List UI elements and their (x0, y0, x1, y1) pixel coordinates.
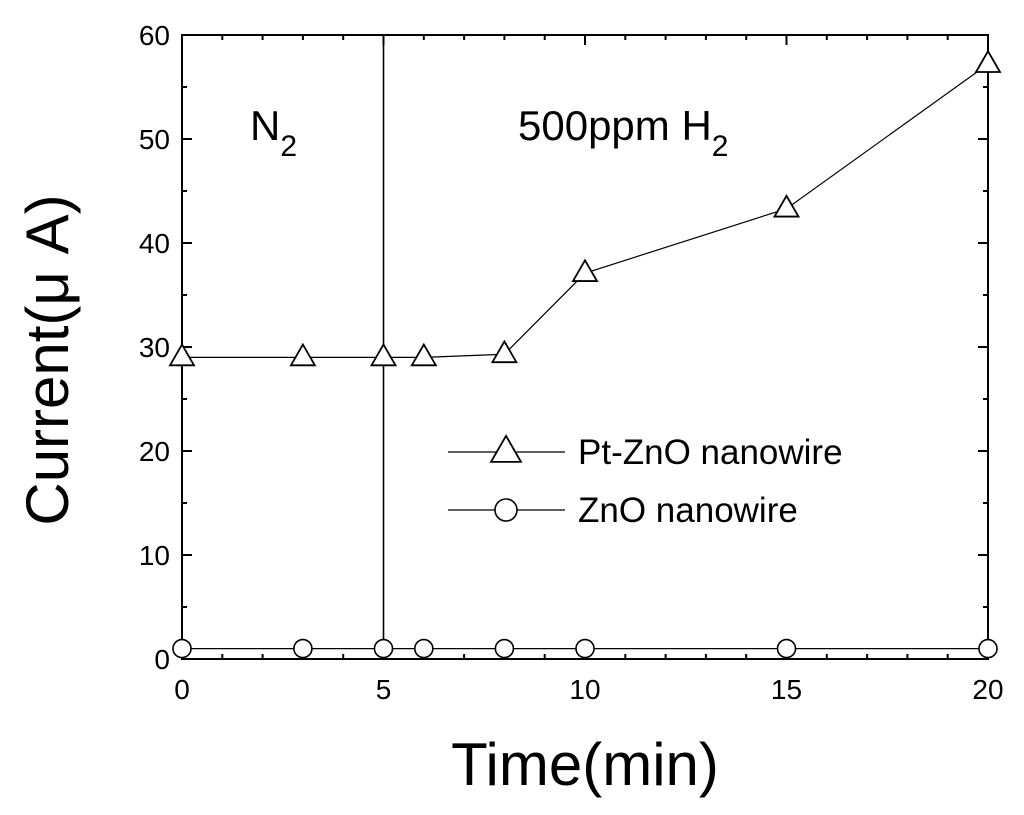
data-point-triangle (571, 258, 599, 282)
data-point-triangle (490, 339, 518, 364)
data-point-circle (494, 638, 515, 659)
y-tick-label: 60 (139, 20, 170, 51)
data-point-triangle (168, 342, 196, 367)
data-point-triangle (772, 193, 801, 218)
annotation-n2: N2 (250, 102, 297, 163)
x-tick-label: 10 (569, 674, 600, 705)
x-tick-label: 5 (376, 674, 392, 705)
data-point-triangle (974, 49, 1002, 73)
data-point-circle (978, 638, 998, 659)
y-tick-label: 20 (139, 436, 170, 467)
data-point-circle (293, 638, 313, 659)
legend-label: Pt-ZnO nanowire (578, 433, 843, 472)
series-pt-zno (168, 49, 1002, 367)
data-point-triangle (410, 342, 438, 367)
y-tick-label: 40 (139, 228, 170, 259)
x-axis-title: Time(min) (451, 731, 719, 798)
x-tick-label: 15 (771, 674, 802, 705)
y-tick-label: 30 (139, 332, 170, 363)
annotation-h2: 500ppm H2 (518, 102, 728, 163)
x-tick-label: 20 (972, 674, 1003, 705)
legend: Pt-ZnO nanowire ZnO nanowire (448, 433, 843, 530)
data-point-circle (373, 638, 394, 659)
series-zno (172, 638, 998, 659)
annotation-n2-base: N (250, 102, 280, 149)
data-point-triangle (289, 342, 317, 367)
tick-labels: 0 5 10 15 20 0 10 20 30 40 50 60 (139, 20, 1004, 705)
y-tick-label: 0 (154, 644, 170, 675)
legend-marker-triangle (489, 434, 523, 463)
y-axis-title: Current(μ A) (14, 194, 81, 525)
annotation-h2-base: 500ppm H (518, 102, 712, 149)
y-tick-label: 50 (139, 124, 170, 155)
legend-label: ZnO nanowire (578, 491, 798, 530)
data-point-triangle (369, 342, 398, 367)
y-tick-label: 10 (139, 540, 170, 571)
series-layer (168, 49, 1002, 659)
series-line (182, 63, 989, 358)
data-point-circle (413, 638, 434, 659)
data-point-circle (172, 638, 192, 659)
data-point-circle (575, 638, 595, 659)
annotation-h2-sub: 2 (712, 130, 729, 163)
legend-marker-circle (494, 498, 518, 522)
data-point-circle (776, 638, 797, 659)
annotation-n2-sub: 2 (280, 130, 297, 163)
x-tick-label: 0 (174, 674, 190, 705)
